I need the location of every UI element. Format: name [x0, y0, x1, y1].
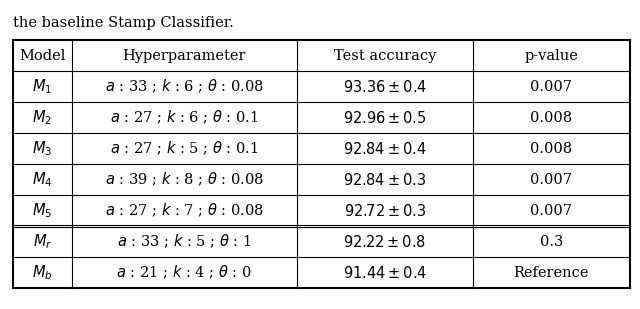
Text: the baseline Stamp Classifier.: the baseline Stamp Classifier. — [13, 16, 234, 30]
Text: $a$ : 33 ; $k$ : 5 ; $\theta$ : 1: $a$ : 33 ; $k$ : 5 ; $\theta$ : 1 — [117, 233, 252, 250]
Text: $M_2$: $M_2$ — [32, 108, 52, 127]
Text: 0.008: 0.008 — [531, 111, 572, 125]
Text: $M_b$: $M_b$ — [32, 263, 52, 282]
Text: p-value: p-value — [524, 49, 579, 62]
Text: $92.22 \pm 0.8$: $92.22 \pm 0.8$ — [344, 234, 426, 249]
Text: Reference: Reference — [513, 265, 589, 280]
Text: $93.36 \pm 0.4$: $93.36 \pm 0.4$ — [342, 78, 427, 95]
Text: $M_3$: $M_3$ — [32, 139, 52, 158]
Text: $a$ : 33 ; $k$ : 6 ; $\theta$ : 0.08: $a$ : 33 ; $k$ : 6 ; $\theta$ : 0.08 — [105, 78, 264, 95]
Text: $92.84 \pm 0.3$: $92.84 \pm 0.3$ — [343, 171, 426, 188]
Text: $92.96 \pm 0.5$: $92.96 \pm 0.5$ — [343, 109, 426, 125]
Text: $a$ : 27 ; $k$ : 5 ; $\theta$ : 0.1: $a$ : 27 ; $k$ : 5 ; $\theta$ : 0.1 — [110, 140, 259, 157]
Text: 0.007: 0.007 — [531, 172, 572, 187]
Text: 0.3: 0.3 — [540, 235, 563, 248]
Text: Model: Model — [19, 49, 65, 62]
Text: $a$ : 27 ; $k$ : 7 ; $\theta$ : 0.08: $a$ : 27 ; $k$ : 7 ; $\theta$ : 0.08 — [105, 202, 264, 219]
Text: 0.007: 0.007 — [531, 204, 572, 218]
Text: 0.007: 0.007 — [531, 79, 572, 94]
Text: Test accuracy: Test accuracy — [333, 49, 436, 62]
Text: $a$ : 39 ; $k$ : 8 ; $\theta$ : 0.08: $a$ : 39 ; $k$ : 8 ; $\theta$ : 0.08 — [105, 171, 264, 188]
Text: $92.72 \pm 0.3$: $92.72 \pm 0.3$ — [344, 202, 426, 218]
Text: $a$ : 27 ; $k$ : 6 ; $\theta$ : 0.1: $a$ : 27 ; $k$ : 6 ; $\theta$ : 0.1 — [110, 109, 259, 126]
Text: 0.008: 0.008 — [531, 142, 572, 155]
Text: $a$ : 21 ; $k$ : 4 ; $\theta$ : 0: $a$ : 21 ; $k$ : 4 ; $\theta$ : 0 — [116, 264, 252, 281]
Text: $M_4$: $M_4$ — [32, 170, 52, 189]
Text: $92.84 \pm 0.4$: $92.84 \pm 0.4$ — [343, 141, 426, 156]
Text: $M_5$: $M_5$ — [32, 201, 52, 220]
Text: $91.44 \pm 0.4$: $91.44 \pm 0.4$ — [342, 265, 427, 281]
Text: $M_r$: $M_r$ — [33, 232, 52, 251]
Text: Hyperparameter: Hyperparameter — [122, 49, 246, 62]
Text: $M_1$: $M_1$ — [32, 77, 52, 96]
